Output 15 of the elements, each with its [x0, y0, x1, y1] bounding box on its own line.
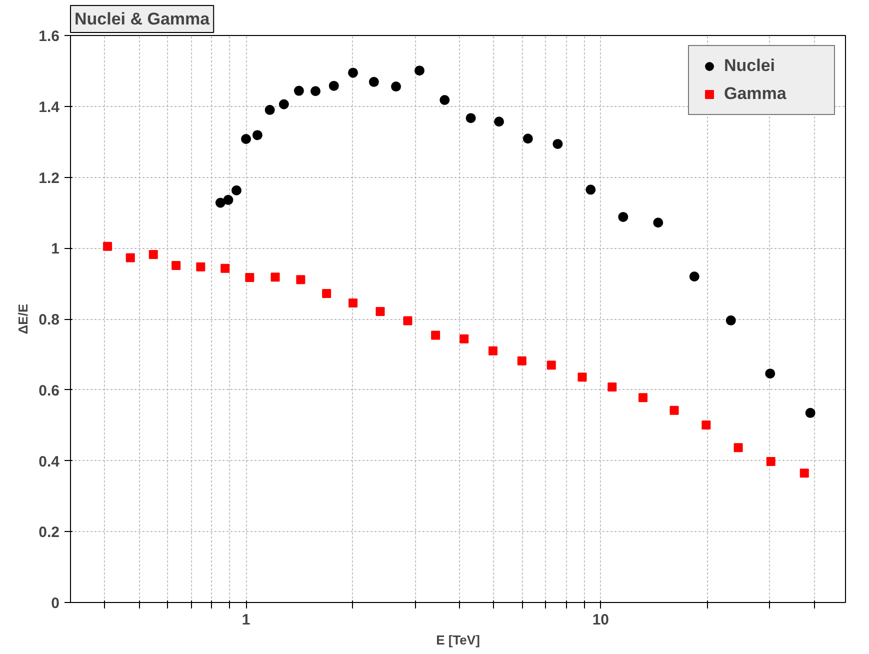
y-tick-label: 1 — [51, 240, 60, 258]
x-axis-title: E [TeV] — [436, 632, 480, 648]
y-tick-label: 0.8 — [38, 312, 60, 328]
legend-label: Nuclei — [724, 56, 776, 76]
y-tick-label: 1.6 — [38, 28, 60, 45]
chart-title: Nuclei & Gamma — [74, 10, 210, 28]
y-tick-label: 0.6 — [38, 382, 60, 400]
y-tick-label: 0 — [51, 595, 60, 612]
y-tick-label: 1.4 — [38, 98, 60, 116]
y-axis-title: ΔE/E — [16, 304, 31, 334]
x-tick-label: 10 — [592, 612, 610, 628]
legend-label: Gamma — [724, 84, 788, 104]
y-tick-label: 0.2 — [38, 524, 60, 542]
y-tick-label: 0.4 — [38, 453, 60, 470]
y-tick-label: 1.2 — [38, 170, 60, 187]
